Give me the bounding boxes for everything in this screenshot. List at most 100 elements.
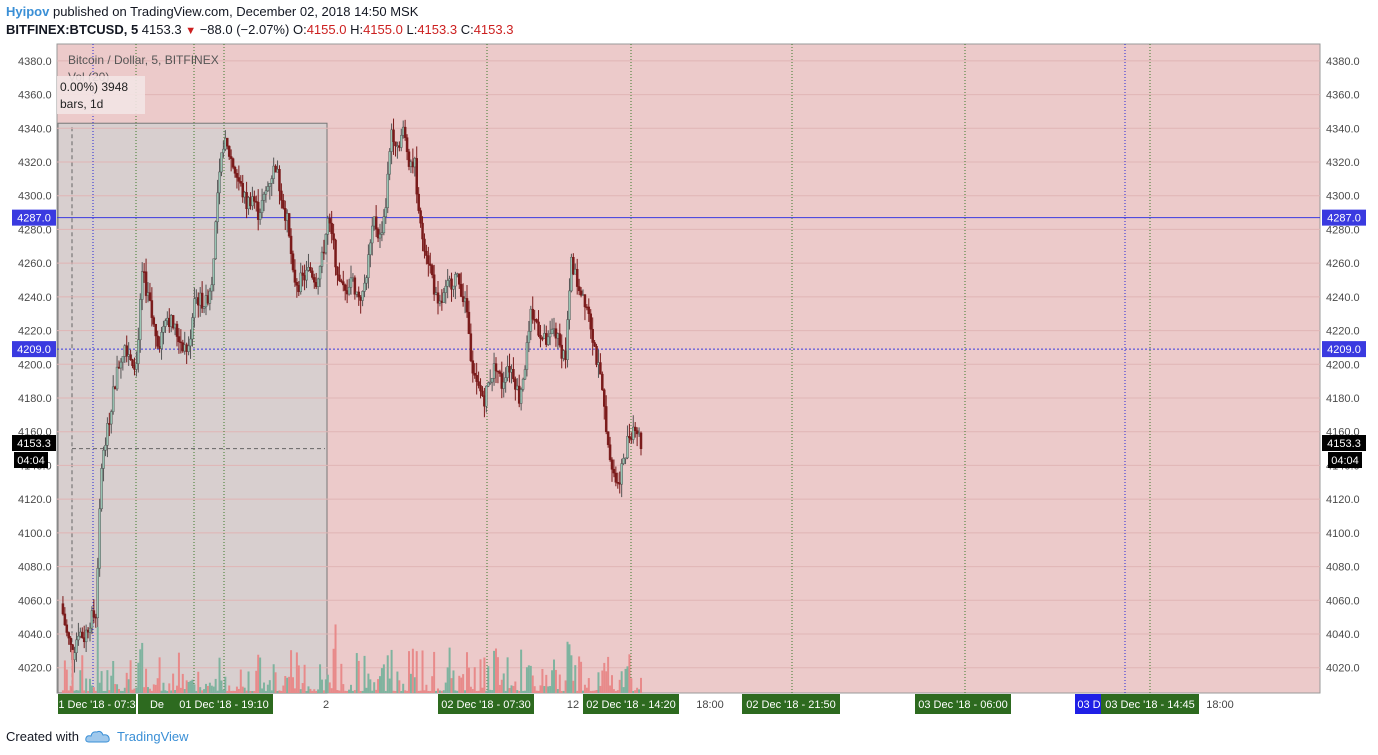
candle-body (477, 381, 480, 386)
volume-bar (419, 690, 422, 693)
volume-bar (638, 689, 641, 693)
volume-bar (280, 690, 283, 693)
time-label-box (58, 694, 136, 714)
volume-bar (305, 690, 308, 693)
level-price-tag-right (1322, 341, 1366, 358)
volume-bar (85, 678, 88, 693)
candle-body (371, 225, 374, 244)
volume-bar (172, 673, 175, 693)
candle-body (193, 298, 196, 318)
candle-body (214, 221, 217, 260)
candle-body (365, 277, 368, 284)
candle-body (179, 341, 183, 344)
candle-body (200, 292, 204, 309)
volume-bar (560, 690, 563, 693)
volume-bar (394, 690, 397, 693)
volume-bar (402, 683, 405, 693)
candle-body (63, 613, 67, 626)
low-label: L: (406, 22, 418, 37)
volume-bar (609, 685, 612, 693)
date-range-selection[interactable] (57, 122, 328, 694)
last-price-tag-right (1322, 435, 1366, 452)
volume-bar (191, 679, 194, 693)
volume-bar (392, 690, 395, 693)
volume-bar (288, 676, 291, 693)
volume-bar (257, 654, 260, 693)
tradingview-link[interactable]: TradingView (116, 729, 189, 744)
range-tooltip (57, 76, 145, 114)
candle-body (164, 320, 167, 327)
candle-body (278, 169, 281, 192)
volume-bar (181, 673, 184, 693)
countdown-label: 04:04 (1331, 455, 1359, 467)
author-link[interactable]: Hyipov (6, 4, 50, 19)
volume-bar (61, 690, 64, 693)
volume-bar (437, 688, 439, 693)
volume-bar (264, 690, 267, 693)
candle-body (175, 323, 179, 337)
volume-bar (578, 656, 581, 693)
candle-body (162, 326, 165, 333)
candle-body (446, 280, 449, 287)
volume-bar (481, 687, 484, 693)
volume-bar (106, 670, 109, 693)
volume-bar (622, 687, 625, 693)
candle-body (579, 290, 583, 296)
volume-bar (100, 671, 103, 693)
price-tick-label: 4360.0 (1326, 90, 1360, 102)
candle-body (137, 339, 140, 364)
volume-bar (69, 685, 72, 693)
candle-body (256, 201, 260, 220)
volume-bar (245, 690, 248, 693)
candle-body (500, 373, 504, 389)
volume-bar (123, 687, 126, 693)
candle-body (392, 129, 395, 143)
candle-body (121, 356, 125, 363)
volume-bar (326, 674, 329, 693)
candle-body (187, 345, 190, 352)
volume-bar (241, 686, 244, 693)
volume-bar (409, 673, 412, 693)
volume-bar (620, 671, 623, 693)
candle-body (531, 308, 534, 320)
candle-body (239, 181, 243, 184)
candle-body (326, 218, 330, 235)
volume-bar (408, 651, 410, 693)
volume-bar (611, 675, 613, 693)
candle-body (177, 336, 181, 343)
volume-bar (371, 690, 374, 693)
candle-body (521, 378, 525, 390)
volume-bar (205, 683, 207, 693)
volume-bar (247, 671, 250, 693)
candle-body (262, 193, 266, 201)
volume-bar (81, 655, 84, 693)
candle-body (591, 328, 594, 343)
time-label-box (438, 694, 534, 714)
candle-body (268, 183, 272, 187)
volume-bar (71, 649, 74, 693)
volume-bar (462, 674, 465, 693)
candle-body (208, 290, 212, 304)
candle-body (216, 192, 219, 223)
price-chart[interactable]: 4287.0 4287.0 4209.0 4209.0 4380.0 4360.0 4340… (0, 40, 1378, 720)
volume-bar (593, 690, 596, 693)
volume-bar (274, 672, 277, 693)
candle-body (100, 468, 103, 510)
time-label-box (915, 694, 1011, 714)
volume-bar (529, 665, 532, 693)
price-tick-label: 4240.0 (1326, 292, 1360, 304)
price-tick-label: 4320.0 (18, 157, 52, 169)
volume-bar (471, 689, 474, 693)
volume-bar (79, 670, 82, 693)
volume-bar (495, 648, 497, 693)
countdown-label: 04:04 (17, 455, 45, 467)
volume-bar (533, 686, 536, 693)
candle-body (131, 359, 134, 366)
open-value: 4155.0 (306, 22, 347, 37)
volume-bar (303, 664, 306, 693)
candle-body (519, 389, 523, 404)
volume-bar (311, 690, 314, 693)
price-tick-label: 4020.0 (18, 663, 52, 675)
volume-bar (498, 684, 501, 693)
candle-body (425, 250, 428, 256)
